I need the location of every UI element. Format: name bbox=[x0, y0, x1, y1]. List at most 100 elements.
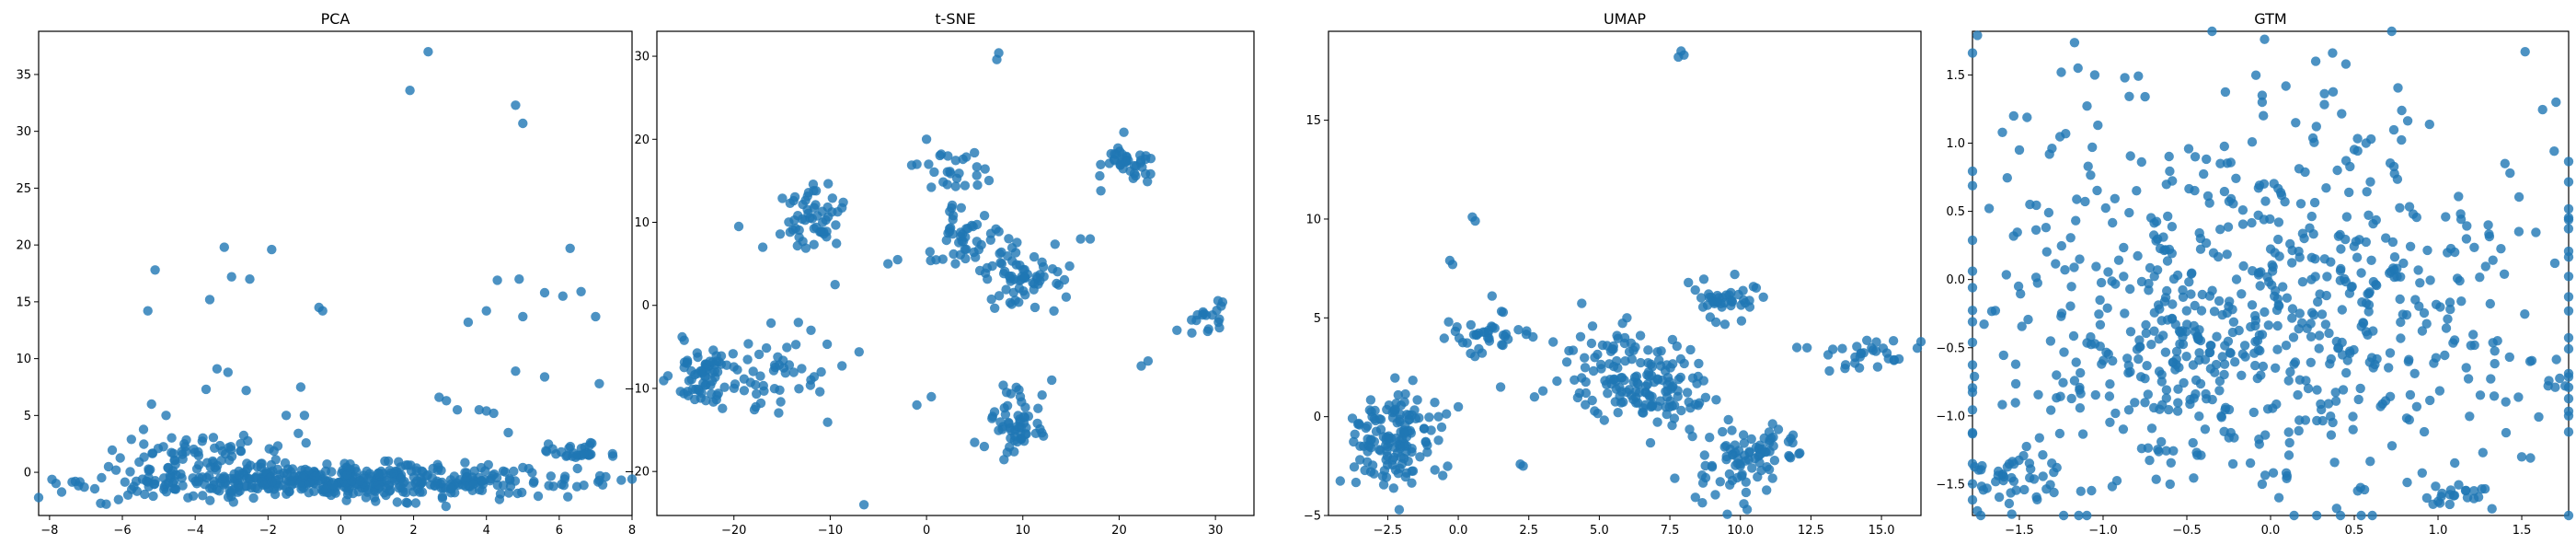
scatter-point bbox=[1715, 477, 1726, 487]
scatter-point bbox=[120, 477, 130, 487]
scatter-point bbox=[539, 287, 550, 298]
axes-group: −1.5 −1.0 −0.5 0.0 0.5 1.0 1.5 −1.5 −1.0 −0.5 0.0 0… bbox=[1936, 69, 2531, 538]
scatter-point bbox=[1967, 317, 1978, 327]
scatter-point bbox=[2505, 168, 2515, 179]
scatter-point bbox=[547, 444, 558, 454]
scatter-point bbox=[739, 386, 750, 396]
scatter-point bbox=[1878, 343, 1889, 353]
scatter-point bbox=[1408, 466, 1419, 476]
scatter-point bbox=[1872, 362, 1883, 372]
x-tick-label: −2.5 bbox=[1374, 524, 1403, 538]
scatter-point bbox=[2335, 229, 2345, 240]
scatter-point bbox=[594, 470, 605, 481]
umap-panel: UMAP −2.5 0.0 2.5 5.0 7.5 10.0 12.5 15.0 −5 0 5 10 1… bbox=[1304, 10, 1926, 538]
scatter-point bbox=[144, 466, 154, 476]
scatter-point bbox=[140, 489, 150, 500]
scatter-point bbox=[921, 134, 932, 145]
scatter-point bbox=[2262, 404, 2273, 414]
y-tick-label: 30 bbox=[16, 125, 31, 139]
scatter-point bbox=[2445, 304, 2455, 315]
scatter-point bbox=[193, 476, 203, 486]
scatter-point bbox=[1580, 353, 1590, 363]
pca-panel: PCA −8 −6 −4 −2 0 2 4 6 8 0 5 10 15 20 25 30 35 bbox=[16, 10, 638, 538]
scatter-point bbox=[528, 478, 539, 488]
scatter-point bbox=[2076, 367, 2086, 378]
scatter-point bbox=[1762, 485, 1772, 495]
scatter-point bbox=[1700, 472, 1711, 483]
scatter-point bbox=[79, 482, 89, 492]
scatter-point bbox=[1967, 429, 1978, 439]
scatter-point bbox=[430, 481, 440, 491]
scatter-point bbox=[565, 441, 576, 452]
scatter-point bbox=[2289, 510, 2299, 521]
scatter-point bbox=[2092, 185, 2102, 196]
scatter-point bbox=[2501, 397, 2511, 407]
scatter-point bbox=[1035, 275, 1045, 286]
scatter-point bbox=[2387, 237, 2398, 248]
scatter-point bbox=[1119, 127, 1129, 137]
scatter-point bbox=[2164, 244, 2175, 255]
scatter-point bbox=[2404, 414, 2414, 425]
scatter-point bbox=[2253, 344, 2263, 355]
scatter-point bbox=[1109, 155, 1120, 165]
scatter-point bbox=[2355, 383, 2365, 394]
scatter-point bbox=[1059, 274, 1070, 285]
scatter-point bbox=[1390, 373, 1400, 383]
scatter-point bbox=[1613, 408, 1623, 418]
scatter-point bbox=[974, 265, 985, 276]
scatter-point bbox=[110, 465, 121, 475]
scatter-point bbox=[1722, 509, 1732, 519]
scatter-point bbox=[214, 440, 225, 451]
scatter-point bbox=[2224, 433, 2234, 443]
scatter-point bbox=[616, 475, 627, 485]
scatter-point bbox=[2520, 47, 2530, 57]
scatter-point bbox=[2281, 81, 2291, 91]
scatter-point bbox=[1704, 289, 1714, 299]
scatter-point bbox=[2454, 480, 2464, 490]
scatter-point bbox=[137, 474, 148, 484]
scatter-point bbox=[223, 367, 233, 377]
scatter-point bbox=[2421, 319, 2432, 329]
scatter-point bbox=[503, 427, 513, 438]
scatter-point bbox=[1400, 471, 1411, 482]
scatter-point bbox=[1758, 292, 1768, 302]
scatter-point bbox=[1007, 256, 1018, 266]
scatter-point bbox=[514, 274, 524, 284]
scatter-point bbox=[2120, 308, 2130, 319]
scatter-point bbox=[2328, 87, 2339, 98]
scatter-point bbox=[1640, 381, 1651, 391]
scatter-point bbox=[1679, 358, 1689, 369]
scatter-point bbox=[1697, 302, 1708, 312]
scatter-point bbox=[1967, 479, 1978, 489]
scatter-point bbox=[1438, 470, 1448, 481]
scatter-point bbox=[2364, 357, 2375, 367]
scatter-point bbox=[2499, 269, 2510, 279]
scatter-point bbox=[2488, 338, 2498, 348]
scatter-point bbox=[125, 467, 135, 477]
scatter-point bbox=[1652, 417, 1662, 427]
scatter-point bbox=[2273, 492, 2284, 503]
scatter-point bbox=[1656, 346, 1666, 356]
scatter-point bbox=[1006, 273, 1016, 284]
scatter-point bbox=[2245, 458, 2256, 469]
scatter-point bbox=[2196, 306, 2207, 316]
scatter-point bbox=[2389, 168, 2399, 179]
scatter-point bbox=[399, 476, 409, 487]
scatter-point bbox=[2299, 233, 2309, 244]
scatter-point bbox=[2072, 194, 2082, 204]
scatter-point bbox=[1705, 312, 1716, 322]
scatter-point bbox=[2501, 427, 2512, 438]
scatter-point bbox=[1719, 319, 1731, 330]
scatter-point bbox=[474, 472, 484, 482]
y-tick-label: 0 bbox=[642, 299, 650, 313]
scatter-point bbox=[474, 484, 485, 495]
scatter-point bbox=[1400, 388, 1410, 400]
scatter-point bbox=[2445, 485, 2456, 495]
scatter-point bbox=[2075, 254, 2085, 264]
scatter-point bbox=[2356, 510, 2366, 521]
scatter-point bbox=[2237, 370, 2247, 380]
scatter-point bbox=[296, 484, 306, 494]
scatter-point bbox=[410, 498, 421, 508]
scatter-point bbox=[1580, 363, 1591, 373]
scatter-point bbox=[2340, 59, 2352, 69]
